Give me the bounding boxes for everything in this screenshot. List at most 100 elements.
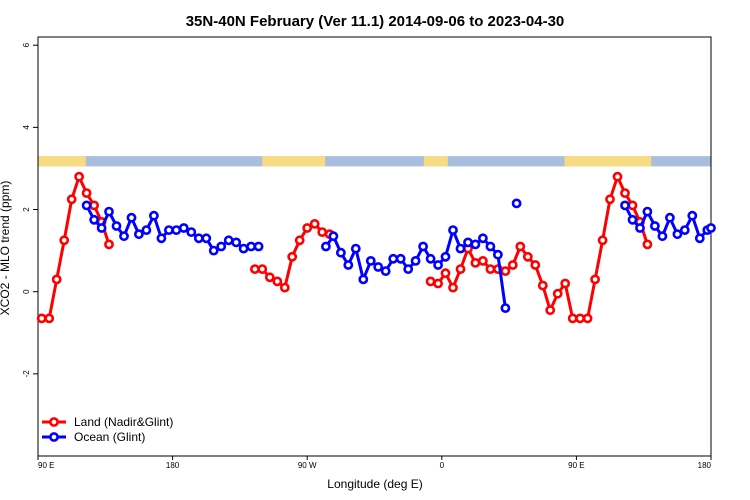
data-point — [395, 253, 406, 264]
data-point — [448, 225, 458, 235]
y-tick-label: -2 — [22, 370, 31, 378]
data-point — [208, 245, 219, 256]
x-tick-label: 180 — [698, 461, 712, 470]
y-tick-label: 2 — [22, 207, 31, 212]
data-point — [272, 276, 283, 287]
x-tick-label: 90 E — [568, 461, 584, 470]
data-point — [425, 253, 436, 264]
data-point — [328, 231, 339, 242]
data-point — [515, 241, 526, 252]
data-point — [59, 235, 70, 246]
data-point — [201, 233, 212, 244]
data-point — [627, 214, 638, 225]
data-point — [612, 171, 623, 182]
data-point — [485, 241, 496, 252]
data-point — [403, 264, 414, 274]
data-point — [231, 237, 242, 248]
data-point — [302, 223, 313, 233]
land-ocean-strip — [38, 156, 711, 167]
data-point — [635, 223, 645, 233]
land-band-0 — [38, 156, 86, 167]
data-point — [44, 313, 55, 324]
data-point — [687, 210, 698, 221]
data-point — [350, 243, 361, 254]
data-point — [672, 229, 683, 240]
data-point — [590, 274, 600, 285]
data-point — [81, 188, 92, 198]
data-point — [74, 171, 84, 182]
legend-marker — [49, 417, 59, 427]
data-point — [253, 241, 264, 252]
data-point — [148, 210, 159, 221]
data-point — [522, 251, 533, 262]
data-point — [104, 206, 114, 217]
data-point — [440, 251, 451, 262]
data-point — [575, 313, 585, 324]
data-point — [582, 313, 593, 324]
x-tick-label: 90 W — [298, 461, 317, 470]
data-point — [605, 194, 615, 205]
data-point — [171, 225, 182, 235]
x-tick-label: 90 E — [38, 461, 54, 470]
series-line — [41, 175, 111, 320]
data-point — [455, 243, 466, 254]
data-point — [530, 260, 541, 270]
data-point — [257, 264, 268, 274]
x-tick-label: 180 — [166, 461, 180, 470]
data-point — [335, 247, 346, 258]
y-tick-label: 6 — [22, 42, 31, 47]
legend-label: Land (Nadir&Glint) — [74, 415, 173, 429]
data-point — [665, 212, 675, 223]
data-point — [448, 282, 458, 293]
data-point — [66, 194, 77, 205]
data-point — [485, 264, 496, 274]
data-point — [463, 237, 473, 248]
data-point — [156, 233, 167, 244]
data-point — [694, 233, 705, 244]
data-point — [679, 225, 690, 235]
data-point — [216, 241, 227, 252]
data-point — [111, 221, 122, 231]
data-point — [597, 235, 608, 246]
data-point — [500, 303, 511, 313]
data-point — [650, 221, 660, 231]
data-point — [477, 255, 488, 266]
data-point — [642, 239, 653, 250]
data-point — [238, 243, 249, 254]
data-point — [433, 260, 443, 270]
data-point — [433, 278, 443, 289]
data-point — [119, 231, 129, 242]
data-point — [81, 200, 92, 211]
data-point — [511, 198, 522, 209]
series-layer — [36, 171, 716, 324]
data-point — [418, 241, 428, 252]
data-point — [223, 235, 234, 246]
data-point — [133, 229, 144, 240]
data-point — [89, 214, 99, 225]
data-point — [320, 241, 331, 252]
data-point — [620, 200, 630, 211]
legend: Land (Nadir&Glint)Ocean (Glint) — [42, 415, 173, 444]
data-point — [309, 218, 320, 229]
data-point — [470, 257, 481, 268]
plot-frame — [37, 36, 712, 457]
legend-label: Ocean (Glint) — [74, 430, 145, 444]
x-tick-label: 0 — [440, 461, 445, 470]
y-axis-label: XCO2 - MLO trend (ppm) — [0, 181, 12, 316]
x-axis: 90 E 180 90 W 0 90 E 180 — [37, 456, 712, 470]
ocean-band — [38, 156, 711, 167]
data-point — [365, 255, 376, 266]
land-band-1 — [262, 156, 326, 167]
data-point — [380, 266, 391, 276]
y-tick-label: 4 — [22, 125, 31, 130]
data-point — [627, 200, 638, 211]
series-0 — [36, 171, 653, 324]
data-point — [537, 280, 548, 291]
data-point — [706, 223, 716, 233]
data-point — [507, 260, 518, 270]
data-point — [455, 264, 466, 274]
data-point — [36, 313, 47, 324]
series-1 — [81, 198, 716, 313]
data-point — [264, 272, 275, 283]
data-point — [193, 233, 204, 244]
